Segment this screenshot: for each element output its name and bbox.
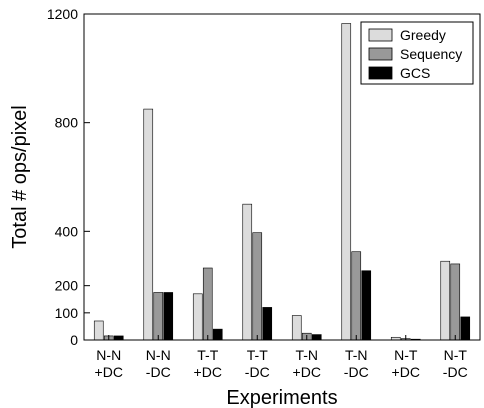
x-tick-label: T-T xyxy=(247,347,268,363)
bar-sequency-1 xyxy=(153,292,164,341)
bar-greedy-5 xyxy=(341,23,352,341)
x-tick-label: +DC xyxy=(95,364,123,380)
x-tick-label: +DC xyxy=(293,364,321,380)
bars-layer xyxy=(93,23,471,341)
plot-frame xyxy=(83,13,481,341)
bar-gcs-4 xyxy=(311,334,322,341)
bar-gcs-1 xyxy=(163,292,174,341)
bar-greedy-3 xyxy=(242,203,253,341)
bar-greedy-1 xyxy=(143,108,154,341)
x-tick-label: -DC xyxy=(245,364,270,380)
x-tick-label: T-T xyxy=(197,347,218,363)
x-tick-label: T-N xyxy=(345,347,368,363)
x-axis-ticks: N-N+DCN-N-DCT-T+DCT-T-DCT-N+DCT-N-DCN-T+… xyxy=(95,335,468,380)
legend: Greedy Sequency GCS xyxy=(360,21,474,85)
bar-greedy-0 xyxy=(93,320,104,341)
bar-gcs-7 xyxy=(460,316,471,341)
y-tick-label: 0 xyxy=(70,332,78,348)
bar-sequency-3 xyxy=(252,232,263,341)
legend-label-gcs: GCS xyxy=(400,65,430,81)
bar-gcs-0 xyxy=(113,335,124,341)
legend-swatch-sequency xyxy=(368,47,393,61)
bar-gcs-3 xyxy=(262,307,273,341)
y-tick-label: 1200 xyxy=(47,6,78,22)
y-tick-label: 400 xyxy=(55,223,79,239)
y-tick-label: 100 xyxy=(55,305,79,321)
x-tick-label: -DC xyxy=(344,364,369,380)
y-tick-label: 200 xyxy=(55,278,79,294)
x-tick-label: N-T xyxy=(394,347,418,363)
x-axis-title: Experiments xyxy=(226,387,337,408)
bar-greedy-4 xyxy=(291,315,302,341)
bar-sequency-7 xyxy=(450,263,461,341)
legend-swatch-greedy xyxy=(368,28,393,42)
x-tick-label: -DC xyxy=(443,364,468,380)
x-tick-label: +DC xyxy=(392,364,420,380)
legend-label-sequency: Sequency xyxy=(400,46,462,62)
x-tick-label: N-N xyxy=(146,347,171,363)
x-tick-label: N-N xyxy=(96,347,121,363)
bar-greedy-2 xyxy=(192,293,203,341)
y-axis-title: Total # ops/pixel xyxy=(9,105,31,248)
x-tick-label: T-N xyxy=(295,347,318,363)
x-tick-label: -DC xyxy=(146,364,171,380)
legend-swatch-gcs xyxy=(368,66,393,80)
y-tick-label: 800 xyxy=(55,115,79,131)
bar-gcs-2 xyxy=(212,328,223,341)
bar-sequency-2 xyxy=(202,267,213,341)
bar-greedy-7 xyxy=(440,260,451,341)
y-axis-ticks: 0 100 200 400 800 1200 xyxy=(47,6,90,348)
legend-label-greedy: Greedy xyxy=(400,27,446,43)
x-tick-label: +DC xyxy=(194,364,222,380)
bar-sequency-5 xyxy=(351,251,362,341)
x-tick-label: N-T xyxy=(444,347,468,363)
bar-gcs-5 xyxy=(361,270,372,341)
